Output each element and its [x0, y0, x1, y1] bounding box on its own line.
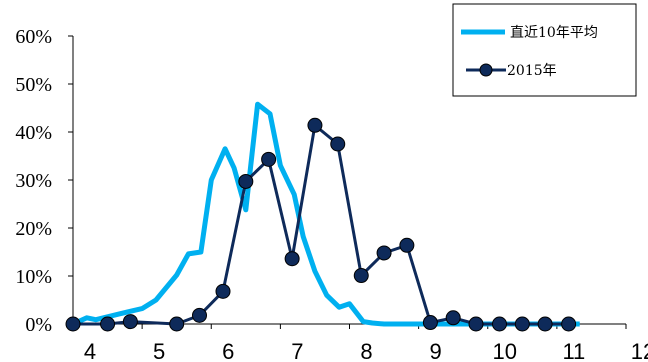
data-point-2015 — [191, 307, 207, 323]
y-tick-label: 10% — [15, 266, 52, 288]
y-tick-label: 0% — [25, 314, 52, 336]
series-layer — [65, 101, 580, 332]
x-tick-label: 7 — [291, 339, 303, 362]
legend-label-10yr-average: 直近10年平均 — [510, 24, 598, 41]
data-point-2015 — [376, 245, 392, 261]
data-point-2015 — [65, 316, 81, 332]
data-point-2015 — [492, 316, 508, 332]
y-tick-label: 60% — [15, 26, 52, 48]
data-point-2015 — [399, 237, 415, 253]
data-point-2015 — [238, 173, 254, 189]
data-point-2015 — [422, 315, 438, 331]
x-tick-label: 8 — [360, 339, 372, 362]
y-tick-label: 20% — [15, 218, 52, 240]
data-point-2015 — [169, 316, 185, 332]
data-point-2015 — [100, 316, 116, 332]
x-tick-label: 4 — [84, 339, 96, 362]
data-point-2015 — [353, 268, 369, 284]
data-point-2015 — [445, 310, 461, 326]
data-point-2015 — [261, 151, 277, 167]
series-line-2015 — [73, 123, 569, 326]
series-line-10yr-average — [71, 101, 580, 327]
legend-label-2015: 2015年 — [507, 63, 557, 79]
legend-box — [452, 3, 637, 97]
data-point-2015 — [330, 136, 346, 152]
data-point-2015 — [284, 251, 300, 267]
legend-marker-2015 — [479, 63, 493, 77]
y-tick-label: 30% — [15, 170, 52, 192]
y-tick-label: 40% — [15, 122, 52, 144]
data-point-2015 — [307, 117, 323, 133]
x-tick-label: 10 — [493, 339, 517, 362]
x-tick-label: 11 — [562, 339, 585, 362]
legend: 直近10年平均 2015年 — [452, 3, 637, 97]
data-point-2015 — [122, 314, 138, 330]
data-point-2015 — [215, 283, 231, 299]
data-point-2015 — [468, 316, 484, 332]
y-tick-label: 50% — [15, 74, 52, 96]
axes: 0% 10% 20% 30% 40% 50% 60% 4 5 6 7 8 9 10 11 12 — [15, 26, 648, 362]
x-tick-label: 6 — [222, 339, 234, 362]
data-point-2015 — [561, 316, 577, 332]
data-point-2015 — [537, 316, 553, 332]
x-tick-label: 9 — [430, 339, 442, 362]
x-tick-label: 12 — [631, 339, 648, 362]
data-point-2015 — [514, 316, 530, 332]
x-tick-label: 5 — [153, 339, 165, 362]
